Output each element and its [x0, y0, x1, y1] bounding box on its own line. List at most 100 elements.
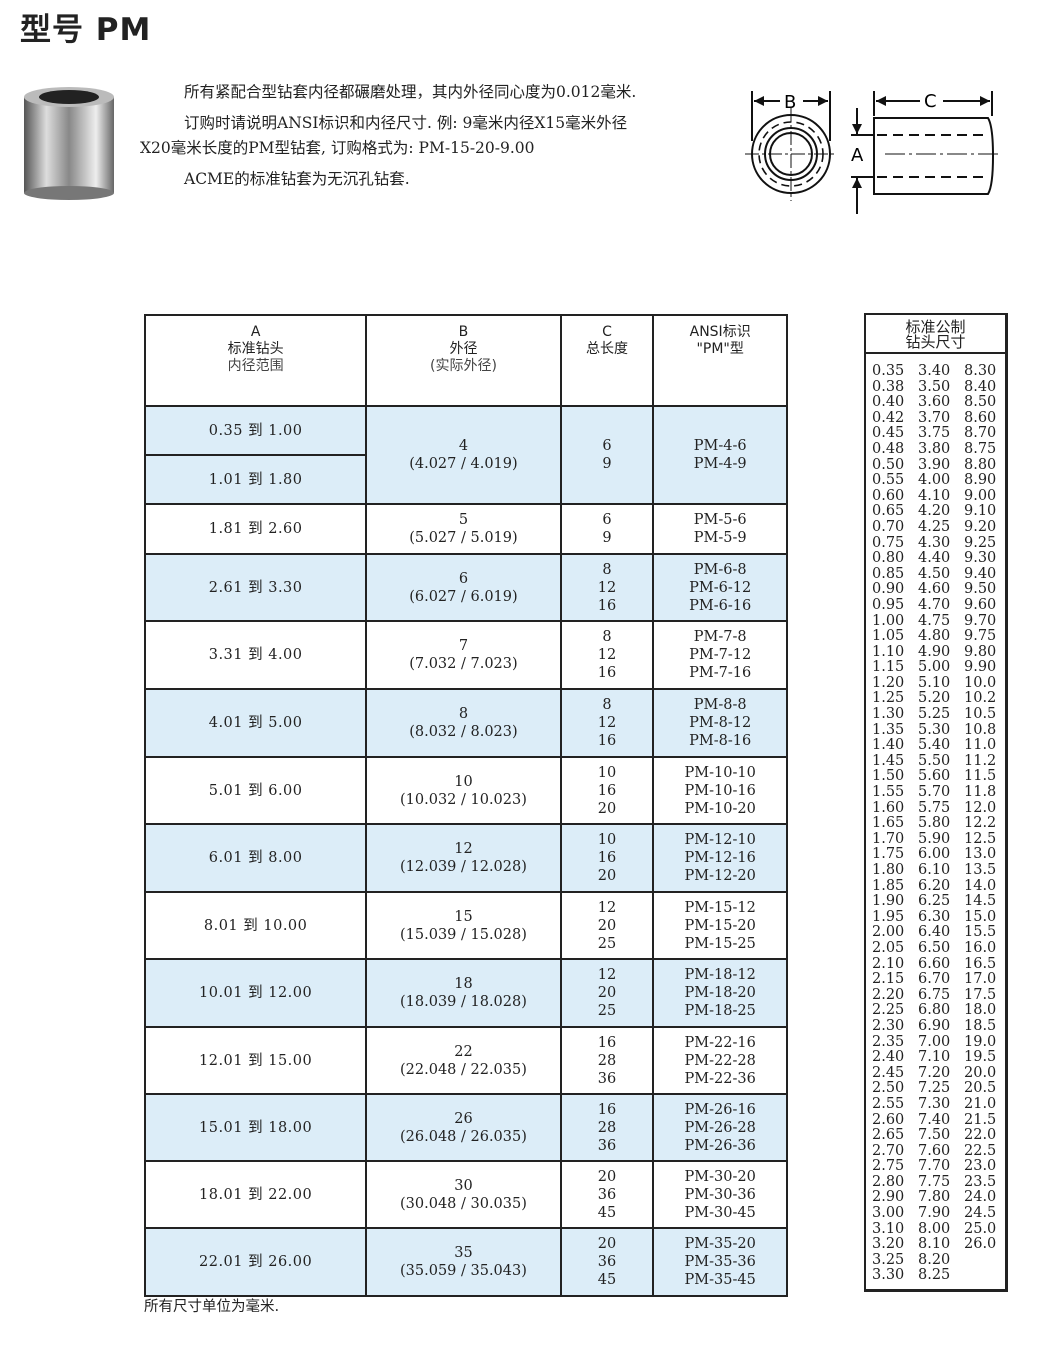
drill-size: 5.70 [918, 784, 951, 801]
length-value: 12 [597, 715, 617, 731]
bushing-photo [24, 87, 114, 200]
drill-size: 6.60 [918, 955, 951, 972]
length-value: 9 [602, 530, 612, 546]
length-value: 6 [602, 512, 612, 528]
drill-size: 6.00 [918, 846, 951, 863]
outer-diameter-cell: 18 (18.039 / 18.028) [365, 958, 562, 1028]
outer-diameter-nominal: 10 [454, 773, 473, 790]
length-value: 16 [597, 1034, 617, 1051]
drill-size: 2.70 [872, 1142, 905, 1159]
outer-diameter-cell: 5 (5.027 / 5.019) [365, 503, 562, 555]
ansi-part-number: PM-8-8 [693, 697, 747, 713]
length-value: 16 [597, 1101, 617, 1118]
drill-size: 0.80 [872, 550, 905, 567]
outer-diameter-cell: 26 (26.048 / 26.035) [365, 1093, 562, 1162]
outer-diameter-cell: 15 (15.039 / 15.028) [365, 891, 562, 960]
drill-size: 3.75 [918, 425, 951, 442]
drill-size: 1.15 [872, 659, 905, 676]
drill-size: 9.10 [964, 503, 997, 520]
outer-diameter-nominal: 22 [454, 1043, 473, 1060]
table-row: 3.31 到 4.00 7 (7.032 / 7.023) 8 12 16 PM-7-8 PM… [143, 620, 788, 690]
length-cell: 10 16 20 [559, 823, 655, 893]
drill-size: 0.42 [872, 409, 905, 426]
drill-size: 2.90 [872, 1189, 905, 1206]
length-value: 16 [597, 665, 617, 681]
column-header: ANSI标识 "PM"型 [652, 314, 788, 407]
table-row: 15.01 到 18.00 26 (26.048 / 26.035) 16 28 36 PM… [143, 1093, 788, 1162]
drill-size: 4.00 [918, 472, 951, 489]
drill-size: 1.50 [872, 768, 905, 785]
drill-size: 21.5 [964, 1111, 997, 1128]
outer-diameter-actual: (8.032 / 8.023) [409, 724, 518, 740]
ansi-part-number: PM-10-20 [684, 800, 756, 817]
ansi-part-number: PM-12-20 [684, 868, 756, 884]
table-row: 4.01 到 5.00 8 (8.032 / 8.023) 8 12 16 PM-8-8 PM… [143, 688, 788, 758]
drill-size: 26.0 [964, 1236, 997, 1253]
ansi-part-number: PM-7-12 [689, 647, 752, 663]
drill-size: 1.25 [872, 690, 905, 707]
column-header-line: 标准钻头 [227, 341, 284, 357]
intro-text: 所有紧配合型钻套内径都碾磨处理，其内外径同心度为0.012毫米. 订购时请说明A… [140, 80, 645, 198]
ansi-part-number: PM-10-10 [684, 764, 756, 781]
drill-title-line1: 标准公制 [905, 318, 966, 336]
drill-size: 22.5 [964, 1142, 997, 1159]
drill-size: 17.5 [964, 986, 997, 1003]
drill-size: 5.50 [918, 752, 951, 769]
drill-size: 1.80 [872, 862, 905, 878]
column-header-line: B [458, 324, 469, 340]
outer-diameter-nominal: 6 [458, 570, 469, 587]
length-value: 16 [597, 782, 617, 799]
table-row: 8.01 到 10.00 15 (15.039 / 15.028) 12 20 25 PM-… [143, 891, 788, 960]
drill-size: 5.00 [918, 659, 951, 676]
drill-size: 6.40 [918, 924, 951, 941]
drill-size: 11.2 [964, 752, 997, 769]
drill-size: 0.55 [872, 472, 905, 489]
outer-diameter-cell: 22 (22.048 / 22.035) [365, 1026, 562, 1095]
drill-size: 7.10 [918, 1049, 951, 1066]
drill-range-cell: 5.01 到 6.00 [143, 756, 368, 825]
drill-size: 3.70 [918, 409, 951, 426]
drill-size: 9.80 [964, 643, 997, 660]
drill-size: 7.50 [918, 1127, 951, 1144]
label-b: B [784, 92, 796, 113]
drill-size: 11.5 [964, 768, 997, 785]
outer-diameter-nominal: 4 [458, 438, 469, 454]
drill-size: 15.5 [964, 924, 997, 941]
ansi-part-number: PM-18-25 [684, 1003, 756, 1019]
drill-size: 12.2 [964, 815, 997, 832]
ansi-part-number: PM-26-36 [684, 1137, 756, 1154]
column-header-line: "PM"型 [696, 341, 744, 357]
drill-size: 9.75 [964, 628, 997, 645]
drill-size: 1.60 [872, 799, 905, 816]
drill-size: 10.8 [964, 721, 997, 738]
drill-size: 10.0 [964, 674, 997, 691]
outer-diameter-nominal: 18 [454, 976, 473, 992]
length-cell: 20 36 45 [559, 1227, 655, 1297]
column-header: A 标准钻头 内径范围 [143, 314, 368, 407]
drill-size: 9.30 [964, 550, 997, 567]
drill-size: 6.70 [918, 971, 951, 988]
length-cell: 8 12 16 [559, 688, 655, 758]
table-row: 12.01 到 15.00 22 (22.048 / 22.035) 16 28 36 PM… [143, 1026, 788, 1095]
drill-size: 3.20 [872, 1236, 905, 1253]
outer-diameter-actual: (7.032 / 7.023) [409, 656, 518, 672]
table-row: 1.81 到 2.60 5 (5.027 / 5.019) 6 9 PM-5-6 PM-5-… [143, 503, 788, 555]
length-value: 36 [597, 1137, 617, 1154]
length-cell: 12 20 25 [559, 891, 655, 960]
ansi-part-number: PM-35-36 [684, 1254, 756, 1270]
length-value: 20 [597, 868, 617, 884]
drill-range-cell: 6.01 到 8.00 [143, 823, 368, 893]
ansi-part-number: PM-12-16 [684, 850, 756, 866]
drill-size: 7.90 [918, 1205, 951, 1222]
drill-size: 2.05 [872, 939, 905, 956]
intro-paragraph-2: 订购时请说明ANSI标识和内径尺寸. 例: 9毫米内径X15毫米外径X20毫米长… [140, 114, 628, 157]
length-value: 20 [597, 1236, 617, 1252]
drill-size: 3.30 [872, 1267, 905, 1284]
outer-diameter-nominal: 15 [454, 908, 473, 925]
ansi-cell: PM-35-20 PM-35-36 PM-35-45 [652, 1227, 788, 1297]
length-value: 36 [597, 1186, 617, 1203]
drill-size: 4.80 [918, 628, 951, 645]
length-value: 20 [597, 1168, 617, 1185]
